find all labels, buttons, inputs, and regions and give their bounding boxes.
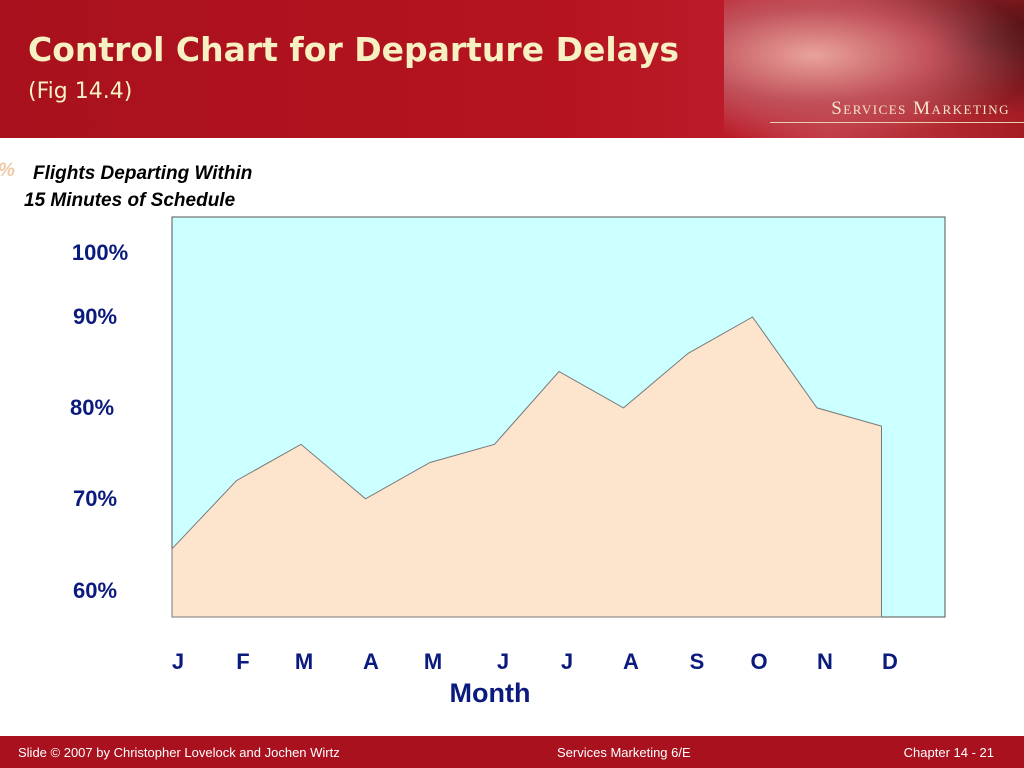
y-tick-label: 70% (73, 486, 117, 511)
y-axis-label-line2: 15 Minutes of Schedule (24, 190, 236, 211)
x-tick-label: J (172, 649, 184, 674)
x-tick-label: J (497, 649, 509, 674)
x-tick-label: M (424, 649, 442, 674)
brand-underline (770, 122, 1024, 123)
slide-header: Control Chart for Departure Delays (Fig … (0, 0, 1024, 138)
y-tick-label: 60% (73, 578, 117, 603)
x-tick-label: A (363, 649, 379, 674)
brand-label: Services Marketing (831, 98, 1010, 119)
y-axis-label: Flights Departing Within 15 Minutes of S… (24, 160, 304, 214)
y-tick-label: 90% (73, 304, 117, 329)
slide-title: Control Chart for Departure Delays (28, 30, 680, 69)
x-tick-label: J (561, 649, 573, 674)
x-tick-label: M (295, 649, 313, 674)
x-tick-label: D (882, 649, 898, 674)
y-axis-label-line1: Flights Departing Within (33, 163, 253, 184)
x-tick-label: A (623, 649, 639, 674)
x-tick-label: N (817, 649, 833, 674)
footer-copyright: Slide © 2007 by Christopher Lovelock and… (18, 745, 340, 760)
x-tick-label: S (690, 649, 705, 674)
control-chart: 100% 90% 80% 70% 60% J F M A M J J A S O N D (70, 216, 946, 674)
x-axis-title: Month (449, 678, 531, 708)
slide-footer: Slide © 2007 by Christopher Lovelock and… (0, 736, 1024, 768)
y-axis-label-percent-sign: % (0, 160, 15, 182)
slide-subtitle: (Fig 14.4) (28, 79, 133, 104)
header-photo (724, 0, 1024, 138)
footer-page-number: Chapter 14 - 21 (903, 745, 994, 760)
x-tick-label: O (750, 649, 767, 674)
y-tick-label: 80% (70, 395, 114, 420)
footer-book-title: Services Marketing 6/E (557, 745, 691, 760)
x-tick-label: F (236, 649, 249, 674)
y-tick-label: 100% (72, 240, 128, 265)
